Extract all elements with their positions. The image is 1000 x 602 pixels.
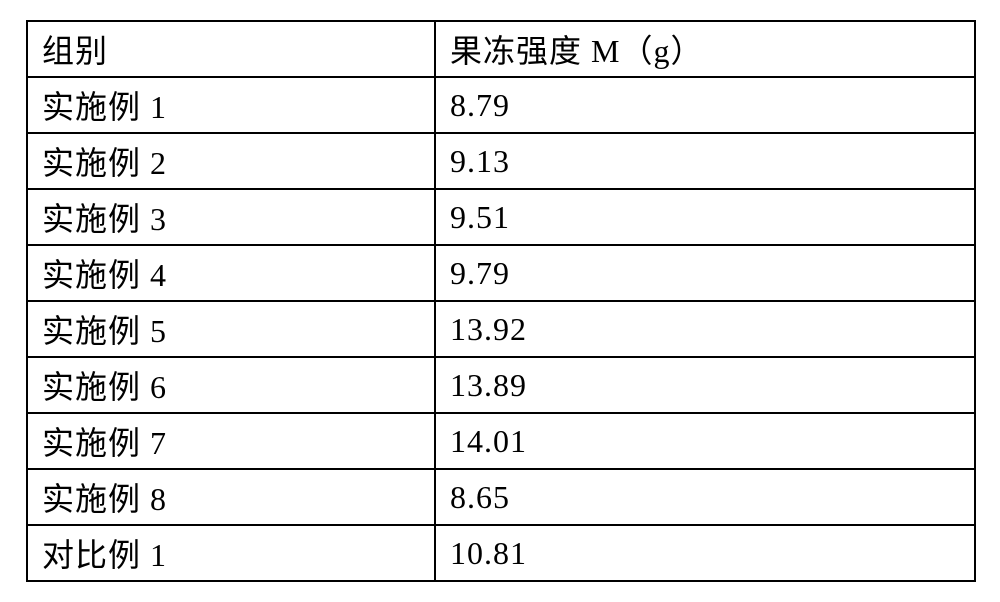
cell-value: 9.51: [435, 189, 975, 245]
cell-value: 13.89: [435, 357, 975, 413]
table-row: 实施例 8 8.65: [27, 469, 975, 525]
column-header-group: 组别: [27, 21, 435, 77]
table-row: 实施例 4 9.79: [27, 245, 975, 301]
cell-group: 实施例 1: [27, 77, 435, 133]
cell-value: 10.81: [435, 525, 975, 581]
table-row: 实施例 3 9.51: [27, 189, 975, 245]
jelly-strength-table: 组别 果冻强度 M（g） 实施例 1 8.79 实施例 2 9.13 实施例 3…: [26, 20, 976, 582]
table-row: 实施例 6 13.89: [27, 357, 975, 413]
cell-value: 13.92: [435, 301, 975, 357]
cell-group: 实施例 5: [27, 301, 435, 357]
cell-value: 8.79: [435, 77, 975, 133]
cell-group: 实施例 4: [27, 245, 435, 301]
cell-group: 实施例 2: [27, 133, 435, 189]
cell-group: 实施例 7: [27, 413, 435, 469]
table-row: 对比例 1 10.81: [27, 525, 975, 581]
column-header-strength: 果冻强度 M（g）: [435, 21, 975, 77]
table-row: 实施例 7 14.01: [27, 413, 975, 469]
cell-group: 实施例 3: [27, 189, 435, 245]
table-row: 实施例 1 8.79: [27, 77, 975, 133]
table-header-row: 组别 果冻强度 M（g）: [27, 21, 975, 77]
cell-value: 8.65: [435, 469, 975, 525]
cell-value: 9.13: [435, 133, 975, 189]
cell-group: 实施例 6: [27, 357, 435, 413]
table-container: 组别 果冻强度 M（g） 实施例 1 8.79 实施例 2 9.13 实施例 3…: [0, 0, 1000, 602]
cell-value: 14.01: [435, 413, 975, 469]
cell-group: 对比例 1: [27, 525, 435, 581]
cell-group: 实施例 8: [27, 469, 435, 525]
table-row: 实施例 2 9.13: [27, 133, 975, 189]
cell-value: 9.79: [435, 245, 975, 301]
table-row: 实施例 5 13.92: [27, 301, 975, 357]
